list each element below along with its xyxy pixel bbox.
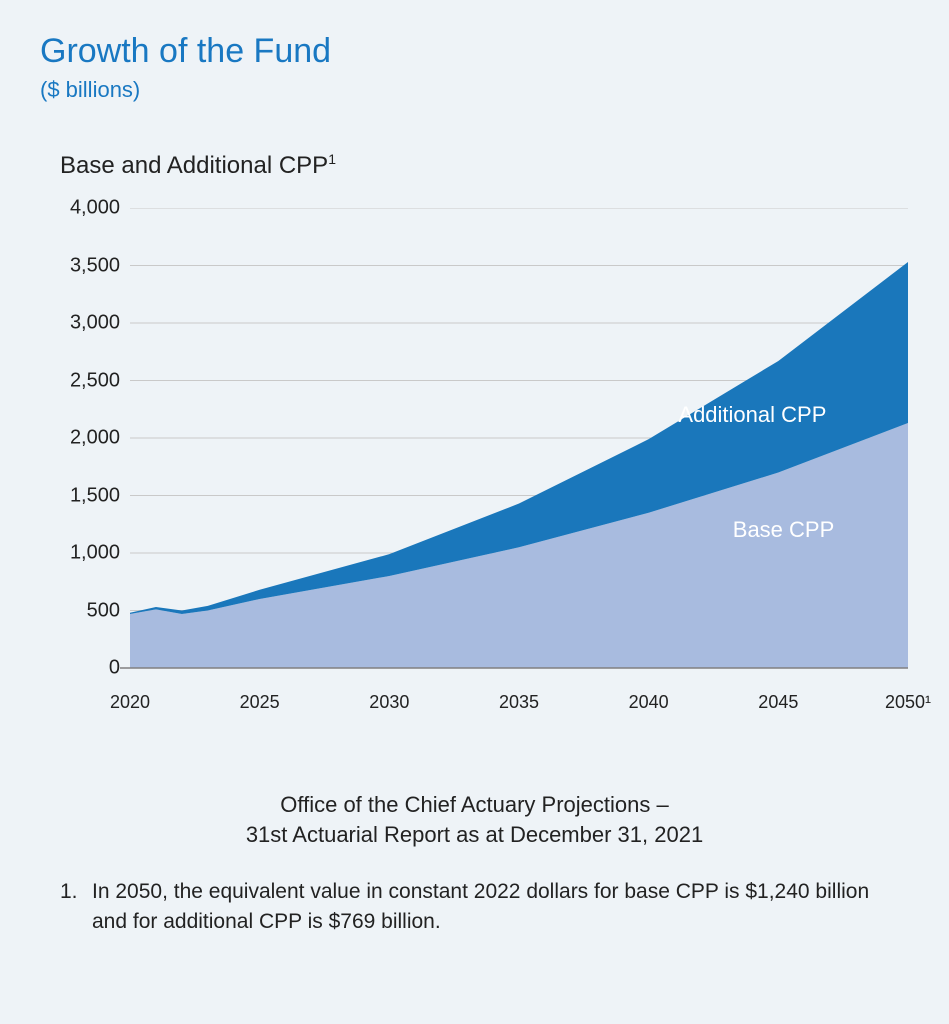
y-tick-label: 0: [50, 657, 120, 680]
chart-title: Base and Additional CPP1: [60, 151, 909, 180]
x-tick-label: 2045: [758, 692, 798, 713]
chart-title-text: Base and Additional CPP: [60, 152, 328, 179]
y-tick-label: 1,500: [50, 484, 120, 507]
footnote: 1. In 2050, the equivalent value in cons…: [60, 877, 880, 936]
page-subtitle: ($ billions): [40, 77, 909, 103]
y-tick-label: 2,000: [50, 427, 120, 450]
chart-caption: Office of the Chief Actuary Projections …: [40, 790, 909, 849]
y-tick-label: 1,000: [50, 542, 120, 565]
y-tick-label: 500: [50, 599, 120, 622]
chart-title-superscript: 1: [328, 151, 336, 167]
y-tick-label: 3,500: [50, 254, 120, 277]
caption-line-2: 31st Actuarial Report as at December 31,…: [246, 822, 703, 847]
y-axis-labels: 05001,0001,5002,0002,5003,0003,5004,000: [40, 208, 120, 728]
x-tick-label: 2050¹: [885, 692, 931, 713]
series-label: Additional CPP: [678, 402, 826, 428]
caption-line-1: Office of the Chief Actuary Projections …: [280, 792, 668, 817]
footnote-number: 1.: [60, 877, 92, 936]
x-tick-label: 2025: [240, 692, 280, 713]
area-chart-svg: [40, 208, 908, 678]
chart-area: 05001,0001,5002,0002,5003,0003,5004,000 …: [40, 208, 908, 728]
y-tick-label: 4,000: [50, 197, 120, 220]
x-tick-label: 2020: [110, 692, 150, 713]
x-tick-label: 2035: [499, 692, 539, 713]
y-tick-label: 3,000: [50, 312, 120, 335]
series-label: Base CPP: [733, 517, 835, 543]
y-tick-label: 2,500: [50, 369, 120, 392]
x-tick-label: 2030: [369, 692, 409, 713]
footnote-text: In 2050, the equivalent value in constan…: [92, 877, 880, 936]
page-title: Growth of the Fund: [40, 32, 909, 71]
x-tick-label: 2040: [629, 692, 669, 713]
